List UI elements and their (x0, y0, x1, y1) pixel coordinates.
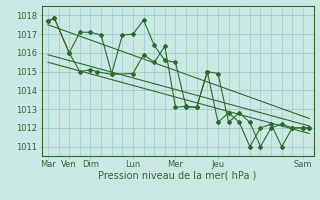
X-axis label: Pression niveau de la mer( hPa ): Pression niveau de la mer( hPa ) (99, 171, 257, 181)
